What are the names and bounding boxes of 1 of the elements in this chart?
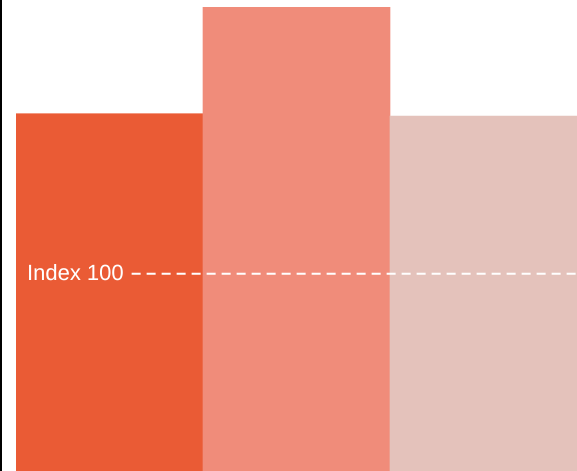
ref-line-label: Index 100 bbox=[27, 260, 124, 285]
